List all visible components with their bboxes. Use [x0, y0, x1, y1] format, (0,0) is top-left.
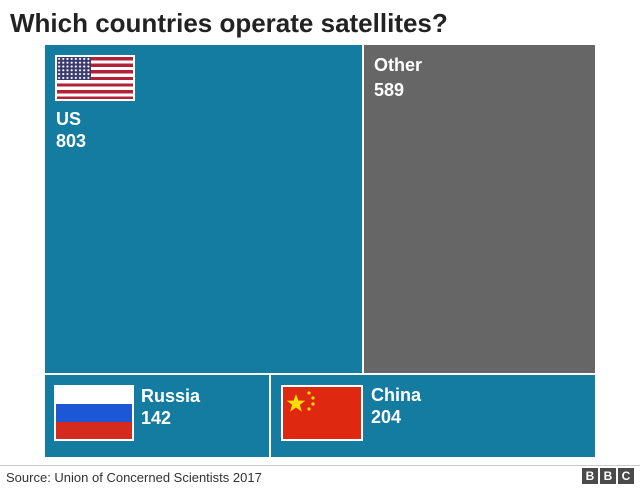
chart-title: Which countries operate satellites? [10, 8, 448, 38]
china-label: China [371, 385, 422, 405]
russia-value: 142 [141, 408, 172, 428]
treemap-cell-china: China 204 [270, 374, 596, 458]
source-note: Source: Union of Concerned Scientists 20… [6, 470, 262, 485]
russia-flag-icon [54, 385, 134, 441]
footer-divider [0, 465, 640, 466]
treemap-cell-russia: Russia 142 [44, 374, 270, 458]
us-value: 803 [56, 131, 87, 151]
bbc-logo-letter-c: C [618, 468, 634, 484]
treemap-cell-us: US 803 [44, 44, 363, 374]
treemap-chart: US 803 Other 589 Russia 142 China 204 [44, 44, 596, 458]
us-label: US [56, 109, 82, 129]
other-value: 589 [374, 80, 405, 100]
bbc-logo-letter-b2: B [600, 468, 616, 484]
china-value: 204 [371, 407, 402, 427]
china-flag-icon [281, 385, 363, 441]
russia-label: Russia [141, 386, 201, 406]
bbc-logo: B B C [582, 468, 634, 484]
us-flag-icon [55, 55, 135, 101]
bbc-logo-letter-b1: B [582, 468, 598, 484]
treemap-cell-other: Other 589 [363, 44, 596, 374]
other-label: Other [374, 55, 423, 75]
